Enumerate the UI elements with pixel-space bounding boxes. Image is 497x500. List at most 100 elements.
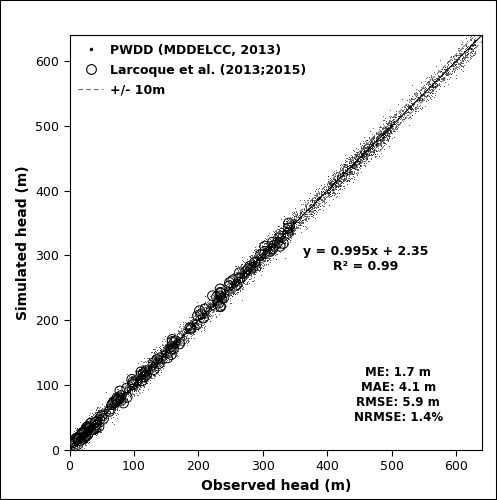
Point [446, 66, 454, 74]
Point [158, 351, 166, 359]
Point [202, 304, 210, 312]
Point [239, 286, 247, 294]
Point [214, 291, 222, 299]
Point [388, 122, 396, 130]
Point [157, 356, 165, 364]
Point [293, 213, 301, 221]
Point [428, 82, 436, 90]
Point [255, 254, 263, 262]
Point [312, 192, 320, 200]
Point [370, 136, 378, 144]
Point [153, 363, 161, 371]
Point [263, 245, 271, 253]
Point [256, 261, 264, 269]
Point [147, 356, 155, 364]
Point [231, 278, 239, 285]
Point [145, 365, 153, 373]
Point [255, 258, 263, 266]
Point [208, 300, 216, 308]
Point [133, 379, 141, 387]
Point [399, 116, 407, 124]
Point [276, 226, 284, 234]
Point [97, 422, 105, 430]
Point [254, 258, 262, 266]
Point [272, 242, 280, 250]
Point [297, 214, 305, 222]
Point [207, 305, 215, 313]
Point [249, 259, 257, 267]
Point [119, 382, 127, 390]
Point [274, 234, 282, 242]
Point [97, 412, 105, 420]
Point [246, 252, 253, 260]
Point [356, 150, 364, 158]
Point [162, 352, 170, 360]
Point [163, 346, 170, 354]
Point [404, 103, 412, 111]
Point [387, 120, 395, 128]
Point [232, 275, 240, 283]
Point [399, 115, 407, 123]
Point [168, 342, 176, 350]
Point [271, 229, 279, 237]
Point [348, 174, 356, 182]
Point [237, 262, 245, 270]
Point [153, 362, 161, 370]
Point [342, 162, 350, 170]
Point [202, 305, 210, 313]
Point [348, 160, 356, 168]
Point [82, 434, 89, 442]
Point [78, 430, 86, 438]
Point [459, 54, 467, 62]
Point [205, 311, 213, 319]
Point [380, 130, 388, 138]
Point [327, 178, 334, 186]
Point [275, 244, 283, 252]
Point [349, 161, 357, 169]
Point [462, 58, 470, 66]
Point [158, 352, 166, 360]
Point [219, 297, 227, 305]
Point [426, 94, 434, 102]
Point [130, 380, 138, 388]
Point [167, 332, 175, 340]
Point [95, 412, 103, 420]
Point [383, 124, 391, 132]
Point [422, 88, 430, 96]
Point [194, 315, 202, 323]
Point [82, 440, 89, 448]
Point [86, 425, 94, 433]
Point [371, 153, 379, 161]
Point [287, 217, 295, 225]
Point [202, 304, 210, 312]
Point [300, 196, 308, 204]
Point [320, 180, 328, 188]
Point [251, 270, 259, 278]
Point [253, 258, 261, 266]
Point [466, 34, 474, 42]
Point [348, 162, 356, 170]
Point [365, 157, 373, 165]
Point [307, 212, 315, 220]
Point [364, 156, 372, 164]
Point [353, 151, 361, 159]
Point [94, 415, 102, 423]
Point [273, 228, 281, 236]
Point [75, 441, 83, 449]
Point [119, 383, 127, 391]
Point [265, 246, 273, 254]
Point [191, 308, 199, 316]
Point [327, 183, 334, 191]
Point [293, 216, 301, 224]
Point [268, 250, 276, 258]
Point [166, 336, 174, 344]
Point [294, 218, 302, 226]
Point [173, 335, 181, 343]
Point [291, 219, 299, 227]
Point [137, 364, 145, 372]
Point [458, 54, 466, 62]
Point [91, 418, 99, 426]
Point [164, 353, 171, 361]
Point [239, 274, 247, 281]
Point [111, 390, 119, 398]
